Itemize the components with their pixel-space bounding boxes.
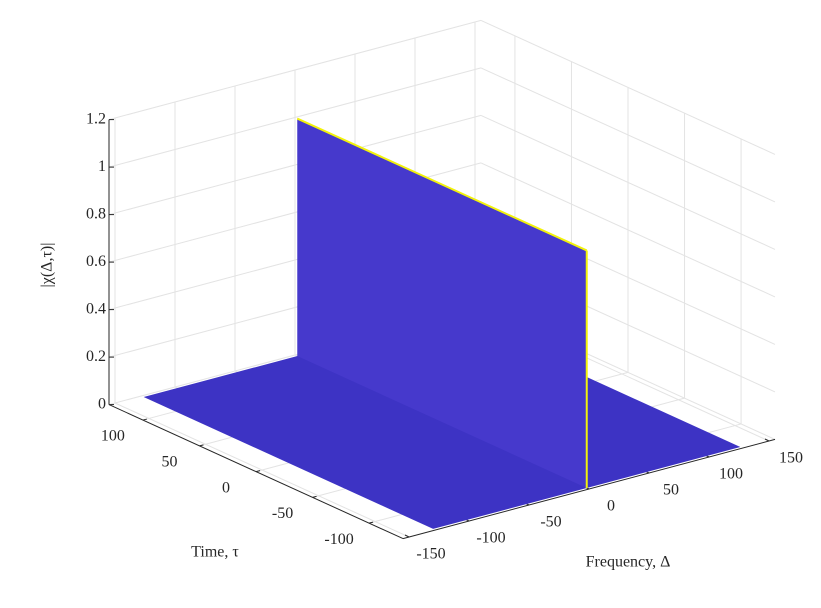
y-axis-label: Time, τ — [191, 544, 239, 561]
x-tick-label: -150 — [416, 546, 445, 563]
ridge-wall — [297, 118, 587, 488]
x-axis-label: Frequency, Δ — [586, 554, 671, 571]
y-tick-label: 100 — [101, 428, 125, 445]
z-tick-label: 1.2 — [86, 110, 106, 127]
y-tick-label: -50 — [272, 505, 293, 522]
z-tick-label: 0.2 — [86, 348, 106, 365]
y-tick — [368, 521, 374, 524]
z-tick-label: 0.8 — [86, 205, 106, 222]
axes: 0 0.2 0.4 0.6 0.8 1 1.2 -150 -100 -50 0 50 100 150 -10… — [86, 110, 803, 562]
ridge-top-edge — [296, 117, 588, 252]
y-tick — [142, 418, 148, 421]
x-tick-label: 100 — [719, 466, 743, 483]
x-tick-label: -50 — [540, 514, 561, 531]
y-tick — [199, 444, 204, 447]
x-tick-label: 150 — [779, 450, 803, 467]
x-tick-label: 50 — [663, 482, 679, 499]
z-tick-label: 0.4 — [86, 300, 106, 317]
y-tick — [255, 470, 261, 473]
x-tick — [764, 438, 770, 442]
y-tick-label: 0 — [222, 479, 230, 496]
grid-line — [480, 19, 776, 155]
x-tick-label: 0 — [607, 498, 615, 515]
surface — [143, 117, 741, 529]
x-tick-label: -100 — [476, 530, 505, 547]
z-tick-label: 1 — [98, 158, 106, 175]
y-tick — [312, 495, 317, 498]
z-tick-label: 0 — [98, 395, 106, 412]
y-tick-label: 50 — [161, 454, 177, 471]
z-tick-label: 0.6 — [86, 253, 106, 270]
x-tick — [404, 534, 410, 538]
z-axis-label: |χ(Δ,τ)| — [39, 243, 56, 288]
y-tick-label: -100 — [324, 531, 353, 548]
